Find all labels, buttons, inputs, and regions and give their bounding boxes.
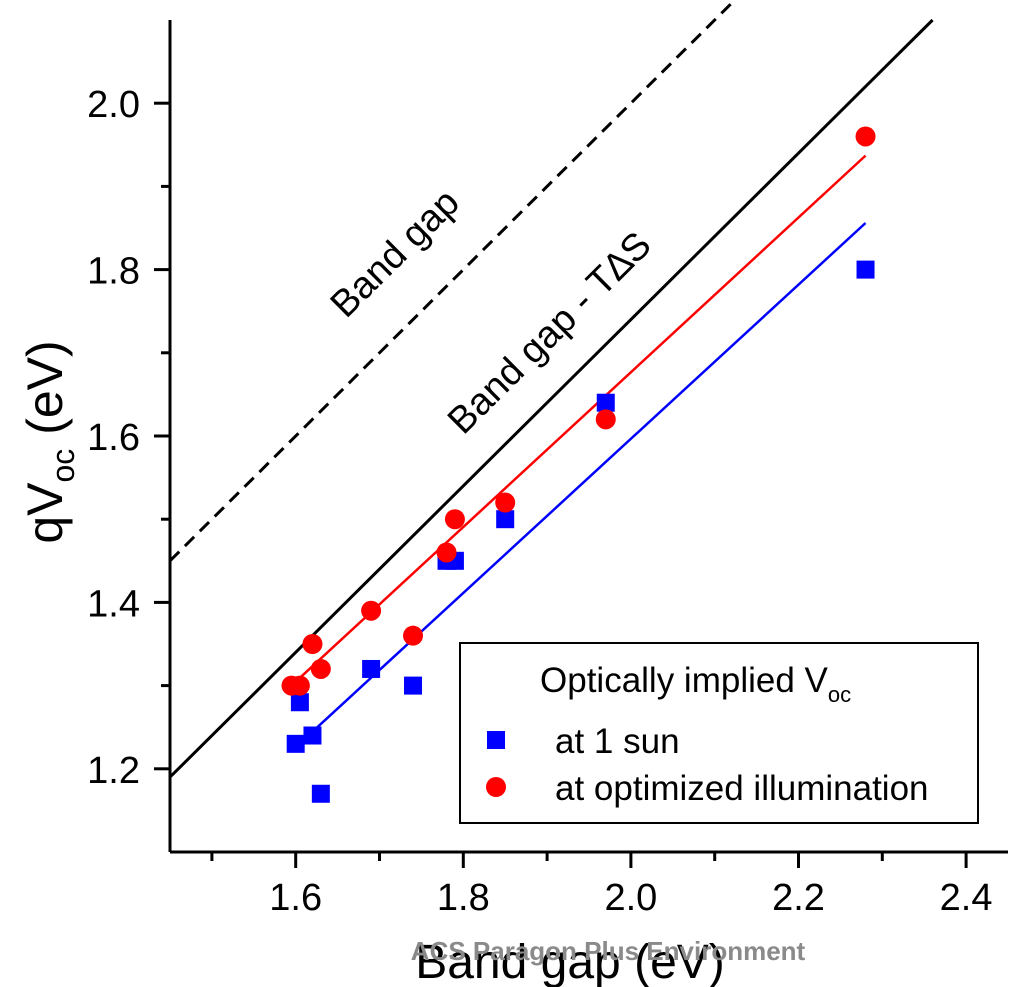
point-square	[596, 393, 615, 412]
point-circle	[595, 409, 616, 430]
legend-title: Optically implied Voc	[540, 661, 851, 707]
x-tick-label: 2.2	[772, 877, 825, 919]
point-circle	[444, 509, 465, 530]
legend-label-optimized: at optimized illumination	[555, 769, 929, 808]
line-0	[168, 0, 737, 562]
legend-label-1-sun: at 1 sun	[555, 722, 680, 761]
legend-marker-square	[487, 731, 505, 749]
x-tick-label: 2.0	[604, 877, 657, 919]
y-tick-label: 1.2	[87, 750, 140, 792]
legend-marker-circle	[486, 777, 506, 797]
legend-box	[459, 642, 979, 824]
data-points	[281, 126, 876, 803]
point-square	[496, 510, 515, 529]
line-annotation: Band gap - T∆S	[440, 224, 659, 442]
line-2	[290, 154, 867, 687]
fit-lines	[168, 0, 934, 779]
point-circle	[855, 126, 876, 147]
y-tick-label: 1.4	[87, 583, 140, 625]
point-circle	[361, 600, 382, 621]
watermark: ACS Paragon Plus Environment	[411, 936, 806, 966]
legend: Optically implied Voc at 1 sun at optimi…	[459, 642, 979, 824]
x-axis-title: Band gap (eV)	[415, 936, 725, 987]
point-square	[311, 784, 330, 803]
y-tick-label: 1.6	[87, 417, 140, 459]
line-annotation: Band gap	[323, 181, 468, 325]
line-3	[307, 222, 867, 737]
point-circle	[495, 492, 516, 513]
x-tick-label: 1.6	[269, 877, 322, 919]
point-square	[404, 676, 423, 695]
y-axis-title-main: qV	[17, 482, 73, 544]
legend-title-sub: oc	[828, 682, 851, 707]
x-tick-label: 2.4	[940, 877, 993, 919]
axes: 1.6 1.8 2.0 2.2 2.4 1.2 1.4 1.6 1.8 2.0	[87, 20, 1008, 919]
y-axis-title-sub: oc	[45, 449, 81, 483]
point-circle	[436, 542, 457, 563]
point-square	[303, 726, 322, 745]
point-square	[290, 693, 309, 712]
y-tick-label: 1.8	[87, 251, 140, 293]
y-tick-label: 2.0	[87, 84, 140, 126]
y-axis-title: qVoc (eV)	[17, 340, 81, 543]
point-square	[856, 260, 875, 279]
point-circle	[310, 658, 331, 679]
point-square	[286, 734, 305, 753]
point-square	[362, 659, 381, 678]
point-circle	[403, 625, 424, 646]
y-axis-title-tail: (eV)	[17, 340, 73, 448]
line-1	[168, 18, 934, 779]
point-circle	[289, 675, 310, 696]
point-circle	[302, 634, 323, 654]
x-tick-label: 1.8	[437, 877, 490, 919]
legend-title-main: Optically implied V	[540, 661, 829, 700]
